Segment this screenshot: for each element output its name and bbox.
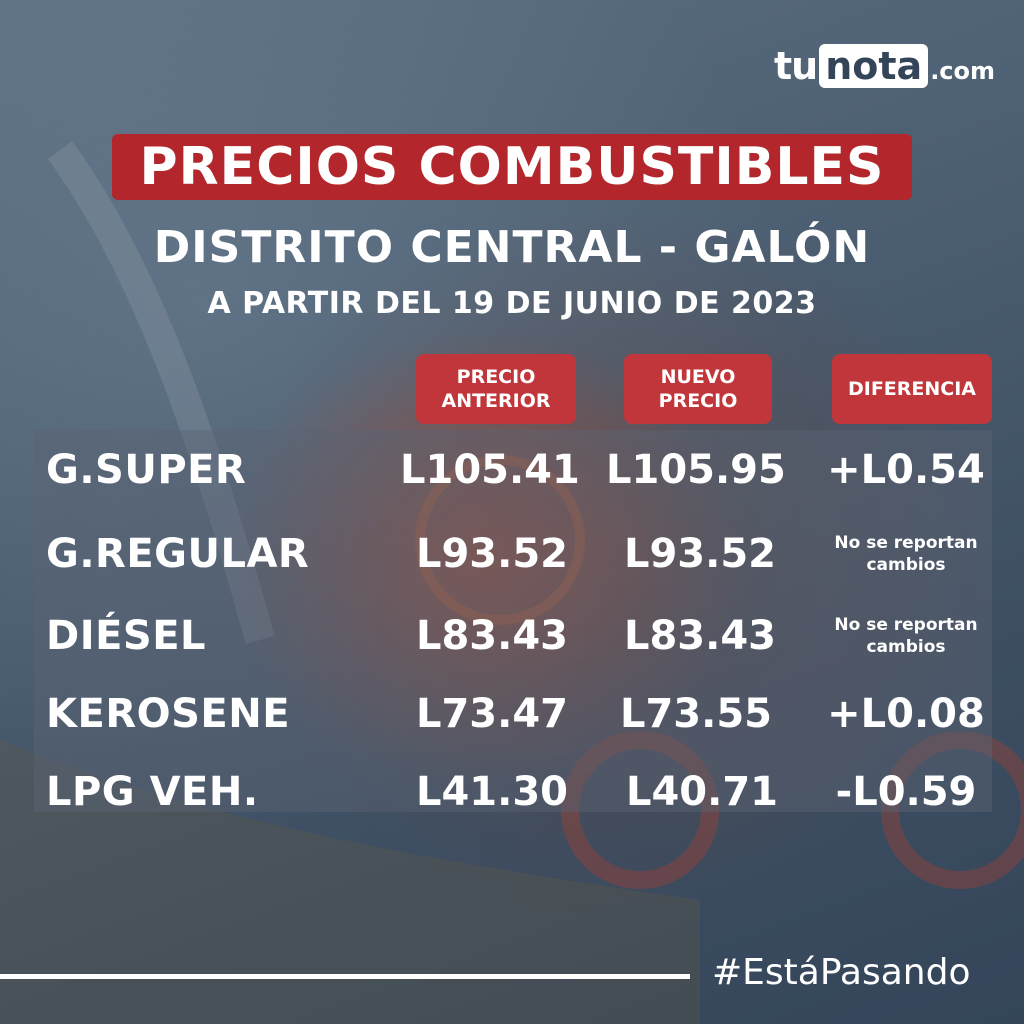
header-previous-label: PRECIO ANTERIOR <box>441 366 551 412</box>
fuel-name: LPG VEH. <box>46 769 259 815</box>
previous-price: L93.52 <box>415 531 568 577</box>
table-row: G.SUPER L105.41 L105.95 +L0.54 <box>0 440 1024 500</box>
header-new-label: NUEVO PRECIO <box>658 366 738 412</box>
new-price: L105.95 <box>606 447 786 493</box>
header-difference-label: DIFERENCIA <box>847 378 977 400</box>
table-row: G.REGULAR L93.52 L93.52 No se reportan c… <box>0 524 1024 584</box>
previous-price: L73.47 <box>415 691 568 737</box>
new-price: L40.71 <box>625 769 778 815</box>
fuel-name: KEROSENE <box>46 691 291 737</box>
page-title: PRECIOS COMBUSTIBLES <box>139 137 885 197</box>
price-difference: -L0.59 <box>835 769 977 815</box>
logo-tu: tu <box>774 44 818 88</box>
footer-divider <box>0 974 690 979</box>
previous-price: L105.41 <box>400 447 580 493</box>
logo-com: .com <box>930 57 996 85</box>
header-previous-price: PRECIO ANTERIOR <box>416 354 576 424</box>
table-row: LPG VEH. L41.30 L40.71 -L0.59 <box>0 762 1024 822</box>
previous-price: L41.30 <box>415 769 568 815</box>
logo-nota: nota <box>819 44 929 88</box>
price-difference: No se reportan cambios <box>834 533 978 575</box>
price-table-background <box>34 430 992 812</box>
table-row: DIÉSEL L83.43 L83.43 No se reportan camb… <box>0 606 1024 666</box>
header-new-price: NUEVO PRECIO <box>624 354 772 424</box>
header-difference: DIFERENCIA <box>832 354 992 424</box>
price-difference: No se reportan cambios <box>834 615 978 657</box>
table-row: KEROSENE L73.47 L73.55 +L0.08 <box>0 684 1024 744</box>
title-banner: PRECIOS COMBUSTIBLES <box>112 134 912 200</box>
hashtag: #EstáPasando <box>712 952 971 993</box>
new-price: L93.52 <box>623 531 776 577</box>
fuel-name: DIÉSEL <box>46 613 207 659</box>
price-difference: +L0.54 <box>827 447 985 493</box>
fuel-name: G.SUPER <box>46 447 247 493</box>
price-difference: +L0.08 <box>827 691 985 737</box>
new-price: L83.43 <box>623 613 776 659</box>
new-price: L73.55 <box>619 691 772 737</box>
previous-price: L83.43 <box>415 613 568 659</box>
effective-date: A PARTIR DEL 19 DE JUNIO DE 2023 <box>207 286 817 321</box>
tunota-logo: tu nota .com <box>774 44 995 88</box>
fuel-name: G.REGULAR <box>46 531 310 577</box>
subtitle: DISTRITO CENTRAL - GALÓN <box>153 222 871 273</box>
